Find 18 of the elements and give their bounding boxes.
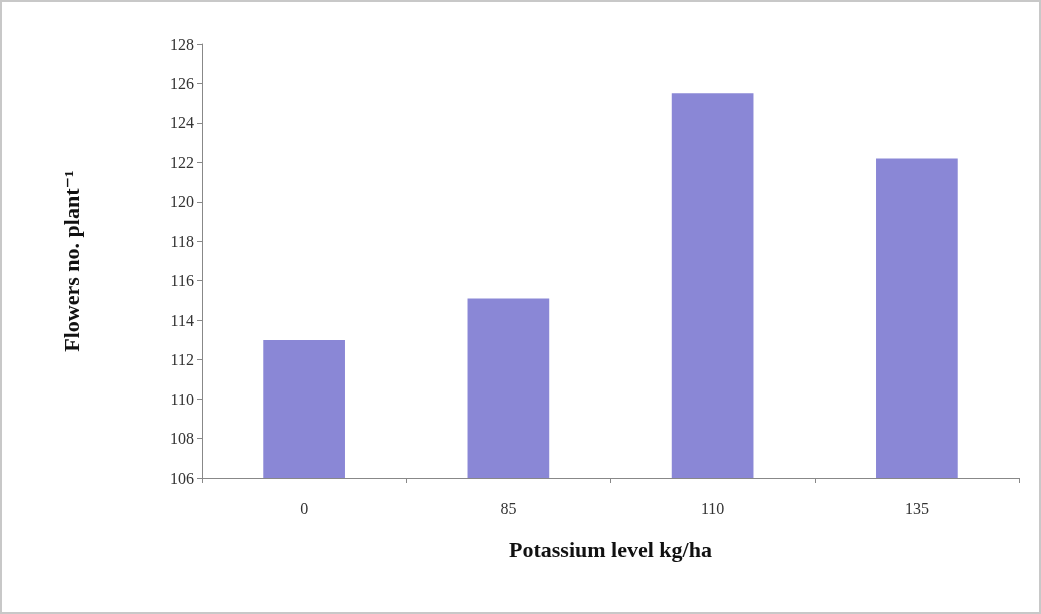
x-tick-label: 135 [904, 499, 929, 517]
y-tick-label: 124 [170, 114, 194, 132]
y-tick-label: 108 [170, 430, 194, 448]
y-tick-label: 112 [170, 351, 194, 369]
x-tick-label: 0 [300, 499, 309, 517]
y-tick-label: 118 [170, 232, 194, 250]
y-tick-label: 120 [170, 193, 194, 211]
y-tick-label: 114 [170, 311, 194, 329]
y-tick-label: 110 [170, 390, 194, 408]
y-tick-label: 128 [170, 35, 194, 53]
x-axis-title: Potassium level kg/ha [509, 536, 712, 562]
y-tick-label: 106 [170, 469, 194, 487]
y-axis-title: Flowers no. plant⁻¹ [58, 170, 84, 352]
y-tick-label: 122 [170, 153, 194, 171]
x-tick-label: 85 [500, 499, 517, 517]
y-tick-label: 126 [170, 74, 194, 92]
x-tick-label: 110 [700, 499, 725, 517]
y-tick-label: 116 [170, 272, 194, 290]
